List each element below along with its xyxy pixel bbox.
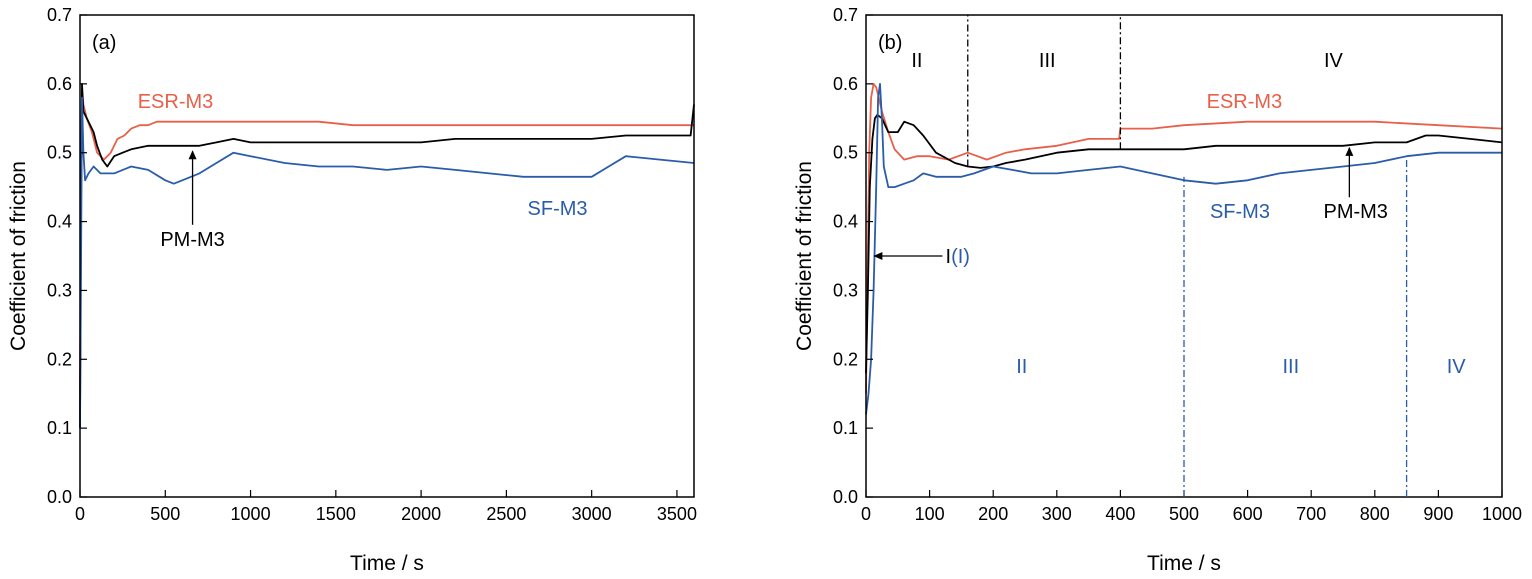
x-tick-label: 900 — [1423, 504, 1453, 524]
x-tick-label: 2000 — [401, 504, 441, 524]
y-tick-label: 0.0 — [833, 487, 858, 507]
y-tick-label: 0.1 — [833, 418, 858, 438]
series-label-sf-m3: SF-M3 — [528, 198, 588, 220]
series-line-pm-m3 — [79, 83, 695, 429]
series-line-sf-m3 — [865, 83, 1502, 415]
x-tick-label: 800 — [1360, 504, 1390, 524]
x-tick-label: 3500 — [657, 504, 697, 524]
x-tick-label: 1000 — [231, 504, 271, 524]
y-tick-label: 0.3 — [47, 280, 72, 300]
series-line-esr-m3 — [865, 83, 1503, 394]
x-tick-label: 200 — [978, 504, 1008, 524]
panel-a: 0 500 1000 1500 2000 2500 3000 3500 0.0 0.1 0.2 0.3… — [7, 5, 697, 575]
y-axis-title: Coefficient of friction — [7, 161, 30, 351]
stage-label: II — [911, 50, 922, 72]
y-tick-label: 0.4 — [47, 212, 72, 232]
y-tick-label: 0.1 — [47, 418, 72, 438]
x-tick-label: 1500 — [316, 504, 356, 524]
stage-one-blue: (I) — [951, 246, 970, 268]
series-label-esr-m3: ESR-M3 — [1207, 91, 1283, 113]
stage-label: III — [1283, 356, 1300, 378]
series-label-pm-m3: PM-M3 — [1323, 201, 1387, 223]
x-tick-label: 100 — [915, 504, 945, 524]
y-tick-label: 0.5 — [833, 143, 858, 163]
y-tick-label: 0.6 — [833, 74, 858, 94]
x-tick-label: 300 — [1042, 504, 1072, 524]
stage-one-label: I(I) — [946, 246, 970, 268]
y-tick-label: 0.5 — [47, 143, 72, 163]
y-tick-label: 0.4 — [833, 212, 858, 232]
x-axis-title: Time / s — [350, 552, 424, 575]
series-label-sf-m3: SF-M3 — [1210, 201, 1270, 223]
x-tick-label: 500 — [150, 504, 180, 524]
stage-label: III — [1039, 50, 1056, 72]
series-label-esr-m3: ESR-M3 — [138, 91, 214, 113]
series-label-pm-m3: PM-M3 — [160, 229, 224, 251]
y-tick-label: 0.3 — [833, 280, 858, 300]
y-axis-title: Coefficient of friction — [793, 161, 816, 351]
stage-one-black: I — [946, 246, 952, 268]
stage-label: II — [1016, 356, 1027, 378]
panel-label: (b) — [878, 32, 902, 54]
x-tick-label: 1000 — [1482, 504, 1522, 524]
y-tick-label: 0.2 — [833, 349, 858, 369]
x-tick-label: 0 — [75, 504, 85, 524]
y-tick-label: 0.7 — [833, 5, 858, 25]
stage-label: IV — [1447, 356, 1467, 378]
x-tick-label: 400 — [1105, 504, 1135, 524]
panel-b: 0 100 200 300 400 500 600 700 800 900 1000 0.0 0.1 0.… — [793, 5, 1522, 575]
series-line-pm-m3 — [865, 113, 1503, 374]
x-tick-label: 0 — [861, 504, 871, 524]
x-tick-label: 500 — [1169, 504, 1199, 524]
y-tick-label: 0.0 — [47, 487, 72, 507]
plot-frame — [79, 14, 695, 498]
series-line-esr-m3 — [79, 89, 694, 394]
panel-label: (a) — [92, 32, 116, 54]
x-tick-label: 2500 — [486, 504, 526, 524]
x-axis-title: Time / s — [1147, 552, 1221, 575]
x-tick-label: 3000 — [572, 504, 612, 524]
y-tick-label: 0.2 — [47, 349, 72, 369]
stage-label: IV — [1324, 50, 1344, 72]
series-line-sf-m3 — [79, 96, 695, 429]
y-tick-label: 0.6 — [47, 74, 72, 94]
x-tick-label: 700 — [1296, 504, 1326, 524]
y-tick-label: 0.7 — [47, 5, 72, 25]
x-tick-label: 600 — [1233, 504, 1263, 524]
